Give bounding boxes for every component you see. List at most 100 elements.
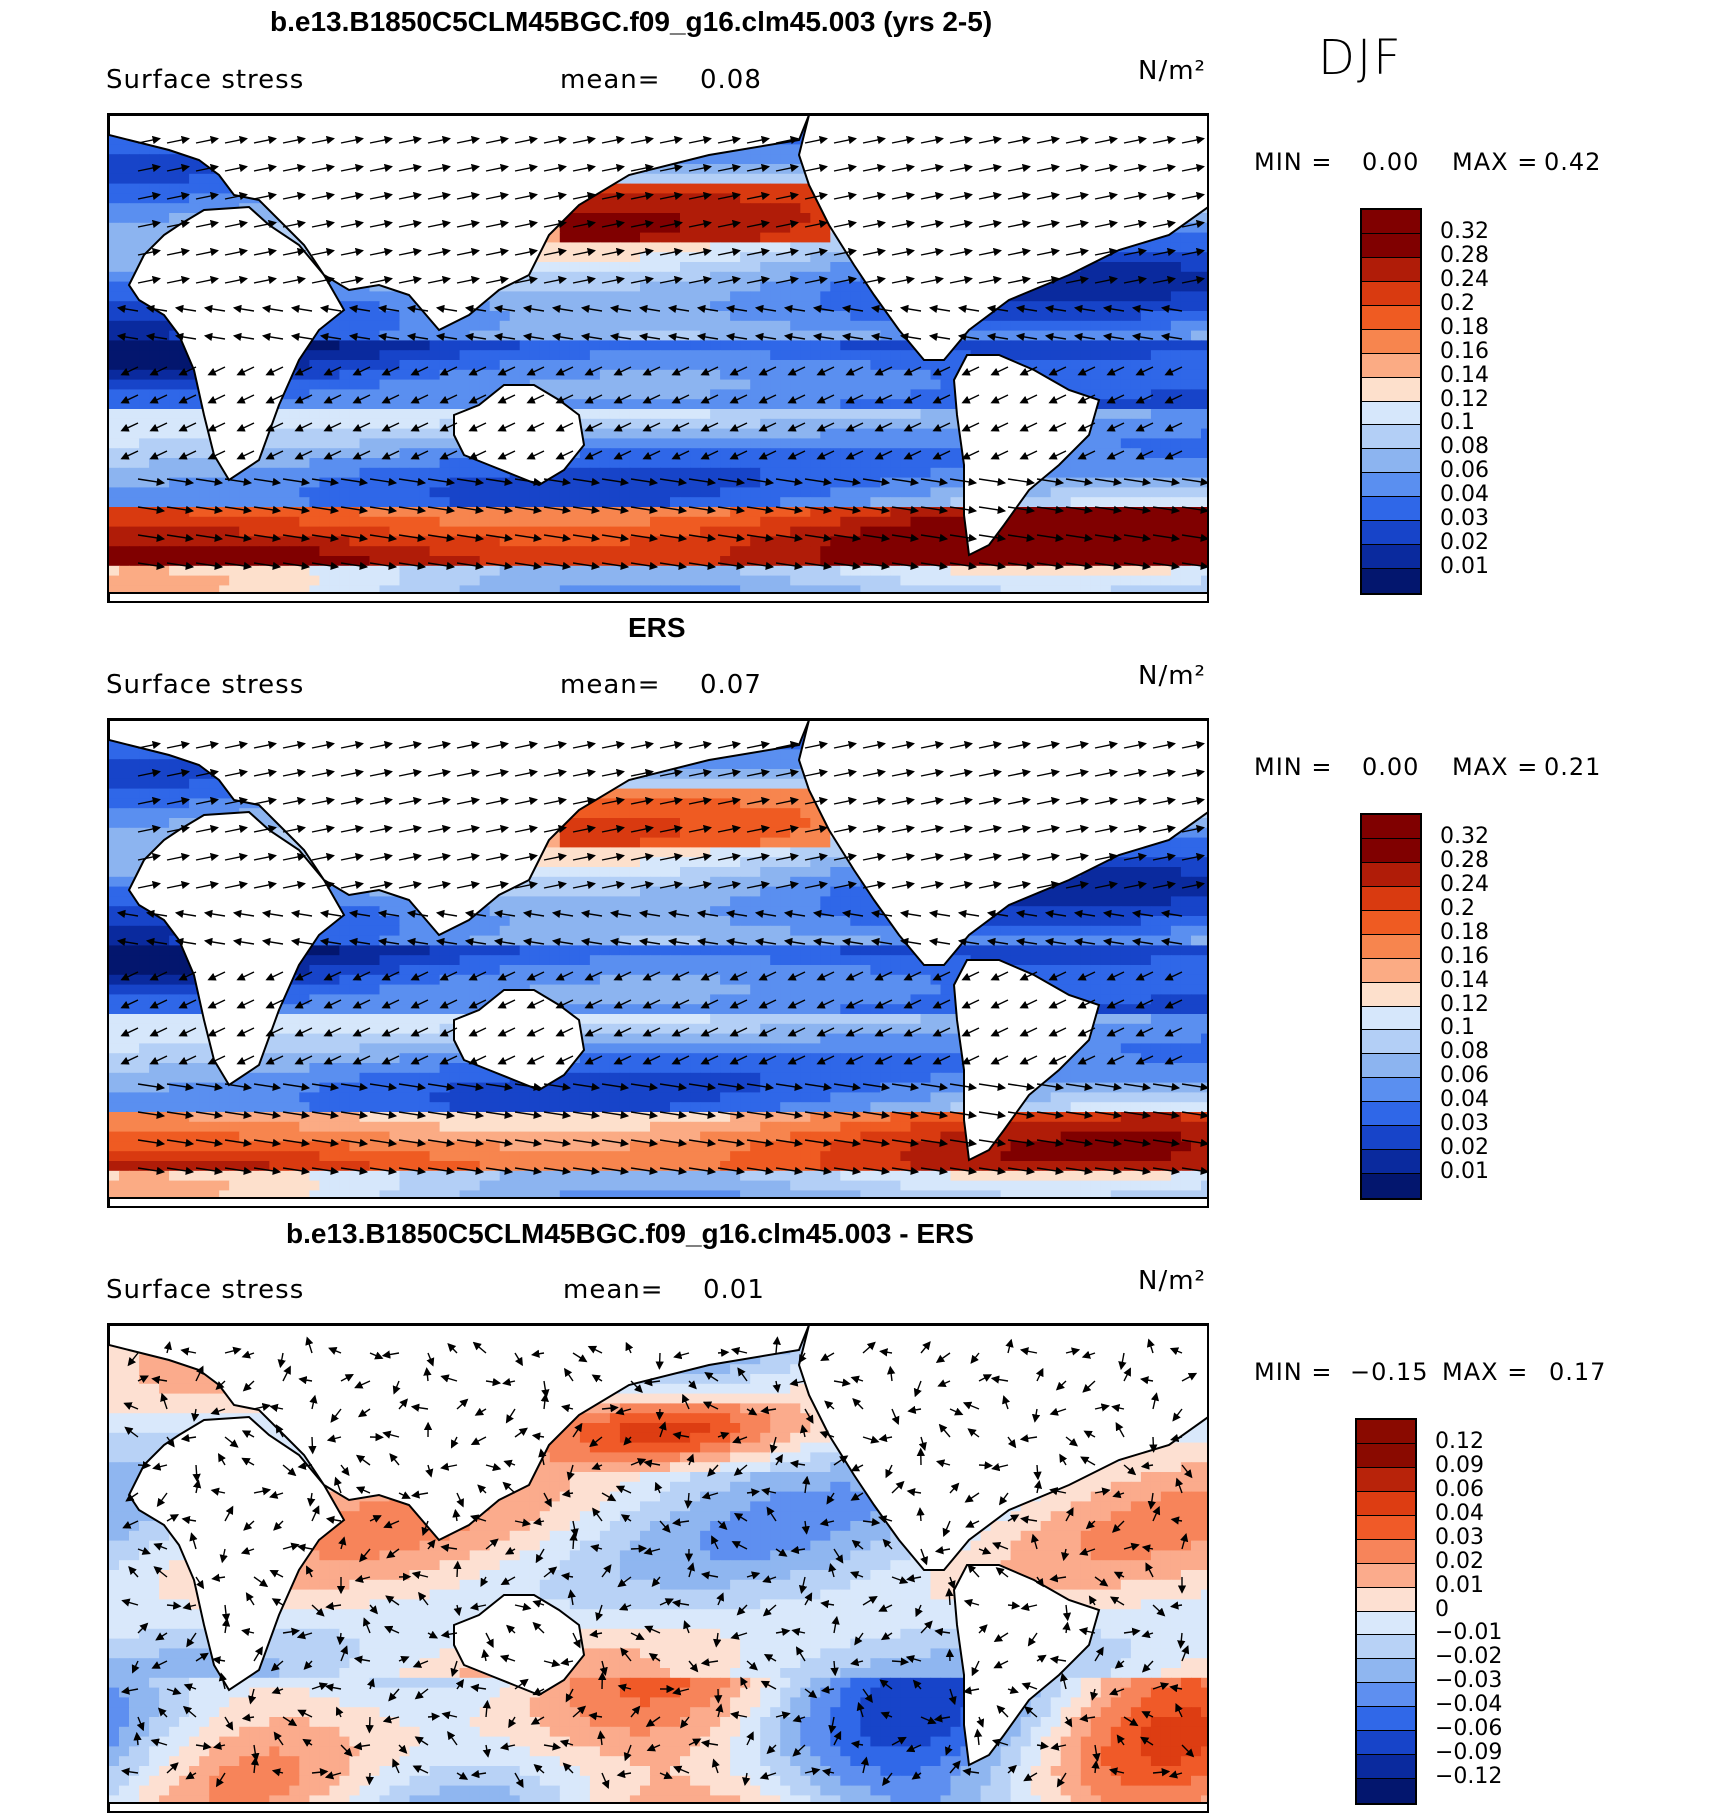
field-cell (870, 477, 881, 488)
field-cell (1080, 438, 1092, 449)
field-cell (1050, 311, 1062, 322)
field-cell (850, 379, 861, 390)
field-cell (579, 379, 591, 390)
field-cell (159, 340, 170, 351)
field-cell (930, 360, 942, 371)
field-cell (119, 526, 130, 537)
field-cell (519, 526, 531, 537)
field-cell (690, 409, 701, 420)
field-cell (429, 458, 441, 469)
field-cell (780, 389, 791, 400)
field-cell (309, 477, 320, 488)
field-cell (1040, 507, 1052, 518)
field-cell (379, 360, 391, 371)
field-cell (680, 193, 691, 204)
field-cell (329, 330, 340, 341)
field-cell (640, 467, 651, 479)
field-cell (459, 330, 471, 341)
field-cell (770, 222, 781, 234)
field-cell (750, 477, 761, 488)
field-cell (710, 360, 721, 371)
field-cell (149, 458, 160, 469)
field-cell (800, 320, 811, 332)
field-cell (449, 389, 461, 400)
field-cell (650, 271, 661, 283)
field-cell (640, 507, 651, 518)
field-cell (650, 320, 661, 332)
field-cell (840, 409, 851, 420)
field-cell (850, 418, 861, 430)
field-cell (499, 301, 511, 312)
field-cell (409, 379, 421, 390)
field-cell (559, 252, 571, 263)
field-cell (1080, 311, 1092, 322)
field-cell (710, 164, 721, 175)
field-cell (770, 311, 781, 322)
field-cell (149, 556, 160, 567)
field-cell (629, 536, 641, 547)
field-cell (890, 477, 901, 488)
field-cell (379, 526, 391, 537)
field-cell (319, 409, 330, 420)
field-cell (609, 203, 621, 214)
field-cell (1170, 428, 1182, 439)
field-cell (780, 516, 791, 528)
field-cell (109, 526, 120, 537)
field-cell (1150, 369, 1162, 381)
field-cell (840, 536, 851, 547)
field-cell (720, 399, 731, 410)
field-cell (1090, 536, 1102, 547)
field-cell (119, 379, 130, 390)
field-cell (319, 438, 330, 449)
field-cell (619, 271, 631, 283)
field-cell (109, 271, 120, 283)
field-cell (579, 369, 591, 381)
field-cell (790, 428, 801, 439)
field-cell (780, 262, 791, 273)
field-cell (559, 497, 571, 508)
field-cell (109, 448, 120, 459)
field-cell (479, 360, 491, 371)
field-cell (129, 389, 140, 400)
field-cell (149, 183, 160, 194)
field-cell (349, 477, 360, 488)
field-cell (239, 497, 250, 508)
field-cell (1060, 536, 1072, 547)
field-cell (579, 340, 591, 351)
field-cell (1140, 389, 1152, 400)
field-cell (870, 409, 881, 420)
field-cell (139, 418, 150, 430)
field-cell (650, 360, 661, 371)
field-cell (489, 556, 501, 567)
field-cell (119, 242, 130, 253)
field-cell (299, 379, 310, 390)
field-cell (449, 507, 461, 518)
field-cell (259, 507, 270, 518)
field-cell (579, 301, 591, 312)
field-cell (640, 546, 651, 557)
field-cell (579, 281, 591, 292)
field-cell (399, 330, 411, 341)
field-cell (249, 203, 260, 214)
field-cell (179, 389, 190, 400)
field-cell (680, 507, 691, 518)
field-cell (830, 507, 841, 518)
field-cell (940, 546, 952, 557)
field-cell (740, 291, 751, 302)
field-cell (589, 320, 601, 332)
field-cell (880, 487, 891, 498)
field-cell (109, 556, 120, 567)
field-cell (439, 360, 451, 371)
field-cell (609, 477, 621, 488)
field-cell (389, 556, 401, 567)
field-cell (670, 252, 681, 263)
field-cell (1150, 399, 1162, 410)
field-cell (1170, 281, 1182, 292)
field-cell (1180, 467, 1192, 479)
field-cell (1070, 281, 1082, 292)
field-cell (219, 546, 230, 557)
field-cell (1090, 320, 1102, 332)
field-cell (650, 516, 661, 528)
field-cell (579, 487, 591, 498)
field-cell (429, 487, 441, 498)
